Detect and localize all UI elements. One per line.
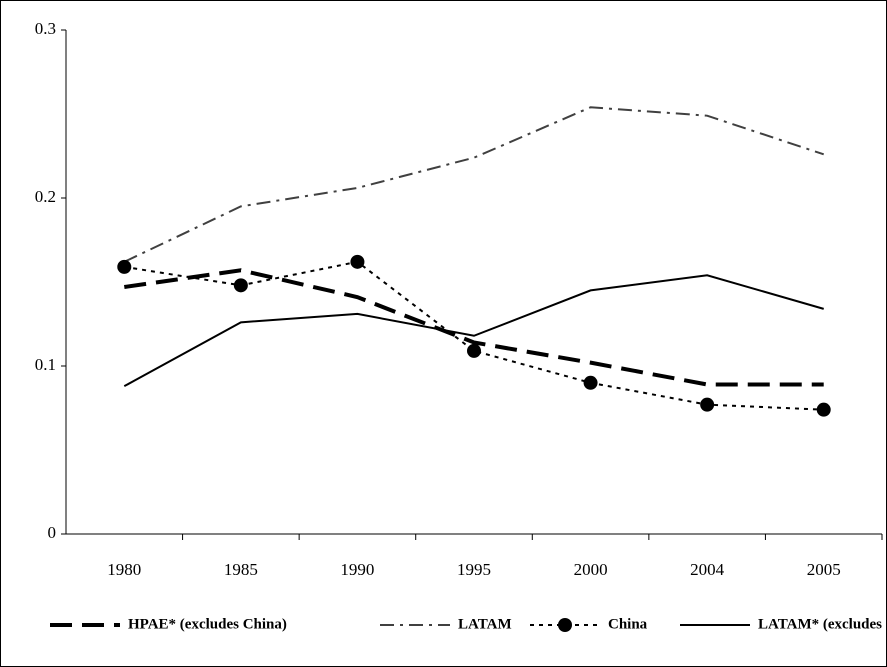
series-marker xyxy=(233,278,248,293)
series-line xyxy=(123,274,824,388)
x-tick-label: 1985 xyxy=(224,560,258,579)
legend-label: HPAE* (excludes China) xyxy=(128,616,287,632)
y-tick-label: 0.1 xyxy=(35,355,56,374)
legend-label: LATAM xyxy=(458,616,512,632)
series-marker xyxy=(117,259,132,274)
x-tick-label: 1980 xyxy=(107,560,141,579)
y-tick-label: 0 xyxy=(48,523,57,542)
series-marker xyxy=(816,402,831,417)
x-tick-label: 1990 xyxy=(340,560,374,579)
y-tick-label: 0.3 xyxy=(35,19,56,38)
x-tick-label: 2000 xyxy=(574,560,608,579)
x-tick-label: 2004 xyxy=(690,560,725,579)
series-marker xyxy=(583,375,598,390)
series-line xyxy=(123,106,825,263)
x-tick-label: 2005 xyxy=(807,560,841,579)
legend-label: LATAM* (excludes Mexico) xyxy=(758,616,887,632)
series-marker xyxy=(350,254,365,269)
series-line xyxy=(124,268,824,387)
series-marker xyxy=(700,397,715,412)
legend-label: China xyxy=(608,616,648,632)
x-tick-label: 1995 xyxy=(457,560,491,579)
series-marker xyxy=(467,343,481,358)
legend-marker xyxy=(558,618,572,632)
y-tick-label: 0.2 xyxy=(35,187,56,206)
